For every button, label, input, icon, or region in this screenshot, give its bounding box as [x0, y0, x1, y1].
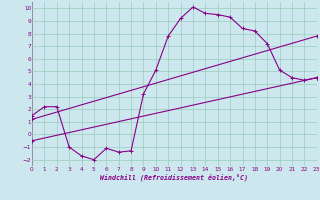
X-axis label: Windchill (Refroidissement éolien,°C): Windchill (Refroidissement éolien,°C) — [100, 173, 248, 181]
